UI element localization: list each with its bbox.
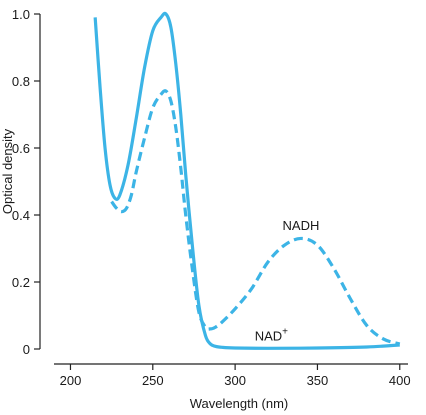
y-tick-label: 0 bbox=[23, 342, 30, 357]
x-tick-label: 300 bbox=[224, 373, 246, 388]
axes: 0 0.2 0.4 0.6 0.8 1.0 200 250 300 350 400 bbox=[12, 7, 411, 388]
series-line-nad- bbox=[93, 11, 400, 350]
y-tick-label: 0.2 bbox=[12, 275, 30, 290]
x-tick-label: 200 bbox=[60, 373, 82, 388]
annotation-layer: NADH NAD+ bbox=[255, 218, 320, 344]
x-tick-label: 400 bbox=[389, 373, 411, 388]
x-axis-title: Wavelength (nm) bbox=[190, 396, 289, 411]
series-layer bbox=[93, 11, 401, 350]
y-tick-label: 1.0 bbox=[12, 7, 30, 22]
series-line-nadh bbox=[110, 89, 401, 346]
y-tick-label: 0.4 bbox=[12, 208, 30, 223]
y-tick-label: 0.8 bbox=[12, 74, 30, 89]
y-axis-title: Optical density bbox=[0, 128, 15, 214]
annotation-label: NADH bbox=[283, 218, 320, 233]
x-tick-label: 250 bbox=[142, 373, 164, 388]
annotation-label: NAD+ bbox=[255, 327, 288, 344]
x-tick-label: 350 bbox=[307, 373, 329, 388]
y-tick-label: 0.6 bbox=[12, 141, 30, 156]
